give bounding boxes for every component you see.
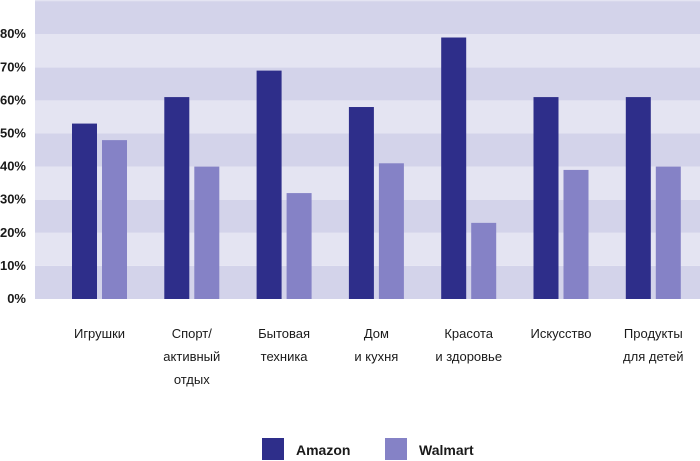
bar-walmart bbox=[102, 140, 127, 299]
y-tick-label: 20% bbox=[0, 225, 26, 240]
y-tick-label: 60% bbox=[0, 92, 26, 107]
y-tick-label: 10% bbox=[0, 258, 26, 273]
y-tick-label: 30% bbox=[0, 192, 26, 207]
bar-amazon bbox=[256, 70, 282, 299]
x-category-label: Продукты для детей bbox=[623, 326, 684, 364]
background-band bbox=[35, 0, 700, 2]
background-band bbox=[35, 67, 700, 101]
background-band bbox=[35, 34, 700, 68]
y-tick-label: 0% bbox=[7, 291, 26, 306]
x-category-label: Искусство bbox=[531, 326, 592, 341]
y-axis-ticks: 0% 10% 20% 30% 40% 50% 60% 70% 80% bbox=[0, 26, 26, 306]
y-tick-label: 40% bbox=[0, 159, 26, 174]
x-category-label: Спорт/активный отдых bbox=[163, 326, 220, 387]
legend-label-amazon: Amazon bbox=[296, 442, 350, 458]
bar-amazon bbox=[164, 97, 190, 299]
x-axis-category-labels: Игрушки Спорт/активный отдых Бытовая техника… bbox=[74, 326, 684, 387]
x-category-label: Красота и здоровье bbox=[435, 326, 502, 364]
bar-walmart bbox=[655, 166, 681, 299]
legend: Amazon Walmart bbox=[262, 438, 474, 460]
y-tick-label: 70% bbox=[0, 59, 26, 74]
y-tick-label: 80% bbox=[0, 26, 26, 41]
x-category-label: Бытовая техника bbox=[258, 326, 310, 364]
legend-swatch-amazon bbox=[262, 438, 284, 460]
bar-amazon bbox=[533, 97, 559, 299]
x-category-label: Игрушки bbox=[74, 326, 125, 341]
bars bbox=[72, 37, 681, 300]
legend-label-walmart: Walmart bbox=[419, 442, 474, 458]
bar-walmart bbox=[563, 169, 589, 299]
x-category-label: Дом и кухня bbox=[354, 326, 398, 364]
background-band bbox=[35, 1, 700, 35]
bar-amazon bbox=[441, 37, 467, 299]
legend-swatch-walmart bbox=[385, 438, 407, 460]
bar-amazon bbox=[625, 97, 651, 299]
bar-walmart bbox=[286, 193, 312, 299]
bar-walmart bbox=[378, 163, 404, 299]
bar-walmart bbox=[194, 166, 220, 299]
bar-amazon bbox=[348, 107, 374, 300]
y-tick-label: 50% bbox=[0, 126, 26, 141]
bar-walmart bbox=[471, 222, 497, 299]
bar-amazon bbox=[72, 123, 97, 299]
